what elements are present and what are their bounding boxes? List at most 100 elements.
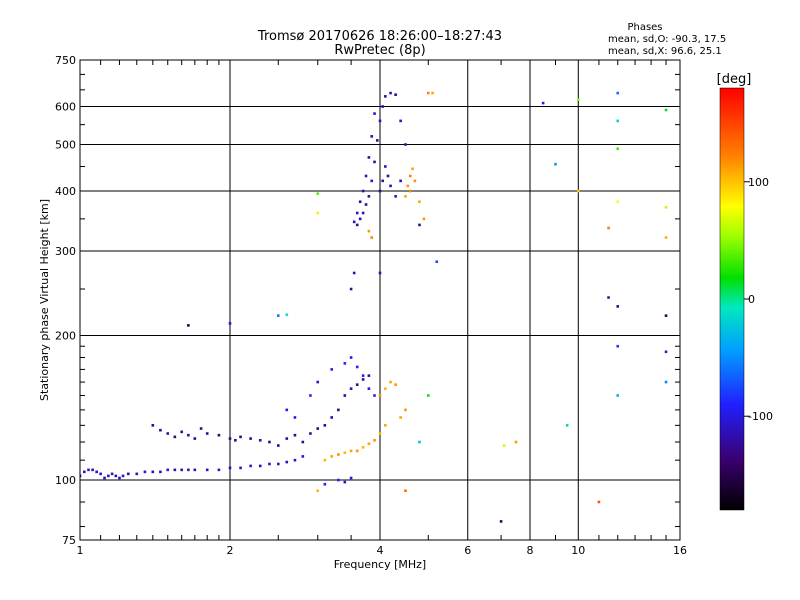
data-point (361, 189, 365, 193)
data-point (205, 468, 209, 472)
data-point (576, 189, 580, 193)
data-point (323, 424, 327, 427)
data-point (384, 165, 387, 168)
data-point (330, 368, 334, 371)
data-point (193, 468, 197, 472)
x-tick-label: 6 (464, 544, 471, 557)
data-point (285, 408, 289, 412)
data-point (373, 160, 376, 164)
data-point (418, 223, 421, 227)
stats-heading: Phases (627, 22, 662, 33)
data-point (343, 451, 347, 455)
data-point (375, 139, 379, 142)
data-point (664, 108, 668, 112)
y-tick-label: 600 (55, 101, 76, 114)
data-point (337, 478, 340, 482)
x-tick-label: 2 (227, 544, 234, 557)
data-point (361, 374, 365, 377)
data-point (399, 416, 402, 419)
data-point (293, 416, 297, 419)
data-point (370, 236, 374, 239)
data-point (268, 440, 271, 444)
data-point (367, 374, 371, 377)
data-point (404, 408, 407, 412)
data-point (187, 433, 190, 437)
data-point (285, 460, 289, 464)
data-point (217, 468, 221, 472)
data-point (355, 449, 359, 453)
data-point (597, 500, 601, 504)
data-point (408, 174, 412, 178)
data-point (91, 468, 94, 472)
data-point (337, 408, 340, 412)
data-point (173, 468, 177, 472)
data-point (309, 432, 312, 435)
data-point (143, 470, 147, 474)
data-point (276, 462, 280, 466)
data-point (499, 520, 503, 523)
data-point (514, 440, 518, 444)
axis-ticks: 1 2 4 6 8 10 16 75 100 200 300 400 500 600 750 (55, 54, 687, 557)
data-point (355, 223, 359, 227)
data-point (187, 468, 190, 472)
data-point (249, 437, 252, 440)
colorbar-tick-label: -100 (748, 410, 773, 423)
data-point (358, 217, 362, 221)
data-point (103, 476, 106, 480)
colorbar-label: [deg] (717, 72, 752, 87)
data-point (616, 91, 620, 95)
data-point (99, 472, 102, 476)
data-point (239, 435, 242, 439)
x-tick-label: 1 (77, 544, 84, 557)
data-point (276, 314, 280, 317)
data-point (364, 174, 368, 178)
data-point (309, 394, 312, 397)
data-point (418, 440, 421, 444)
data-point (378, 432, 382, 435)
x-tick-label: 10 (571, 544, 585, 557)
data-point (166, 432, 170, 435)
data-point (234, 438, 237, 442)
data-point (373, 394, 376, 397)
data-point (384, 95, 387, 98)
chart-title-line2: RwPretec (8p) (334, 43, 425, 58)
data-point (337, 453, 340, 456)
data-point (323, 458, 327, 462)
data-point (107, 474, 110, 478)
data-point (258, 438, 262, 442)
data-point (370, 135, 374, 138)
data-point (576, 98, 580, 101)
y-tick-label: 200 (55, 330, 76, 343)
data-point (554, 162, 557, 166)
data-point (95, 470, 98, 474)
data-point (399, 119, 402, 123)
data-point (205, 432, 209, 435)
data-point (193, 437, 197, 440)
y-axis-label: Stationary phase Virtual Height [km] (38, 199, 51, 401)
data-point (394, 93, 397, 96)
data-point (394, 383, 397, 386)
data-point (664, 380, 668, 384)
data-point (435, 260, 439, 264)
data-point (361, 211, 365, 215)
data-point (389, 380, 392, 384)
data-point (367, 195, 371, 198)
data-point (355, 383, 359, 386)
data-point (316, 427, 320, 430)
data-point (616, 147, 620, 151)
data-point (166, 468, 170, 472)
data-point (316, 489, 320, 493)
data-point (378, 189, 382, 193)
data-point (349, 476, 353, 480)
data-point (114, 474, 118, 478)
data-point (389, 91, 392, 95)
data-point (293, 458, 297, 462)
y-tick-label: 300 (55, 245, 76, 258)
data-point (118, 476, 121, 480)
data-point (173, 435, 177, 439)
data-point (151, 424, 155, 427)
y-tick-label: 400 (55, 185, 76, 198)
data-point (228, 466, 232, 470)
data-point (431, 91, 434, 95)
stats-line-x: mean, sd,X: 96.6, 25.1 (608, 46, 722, 57)
